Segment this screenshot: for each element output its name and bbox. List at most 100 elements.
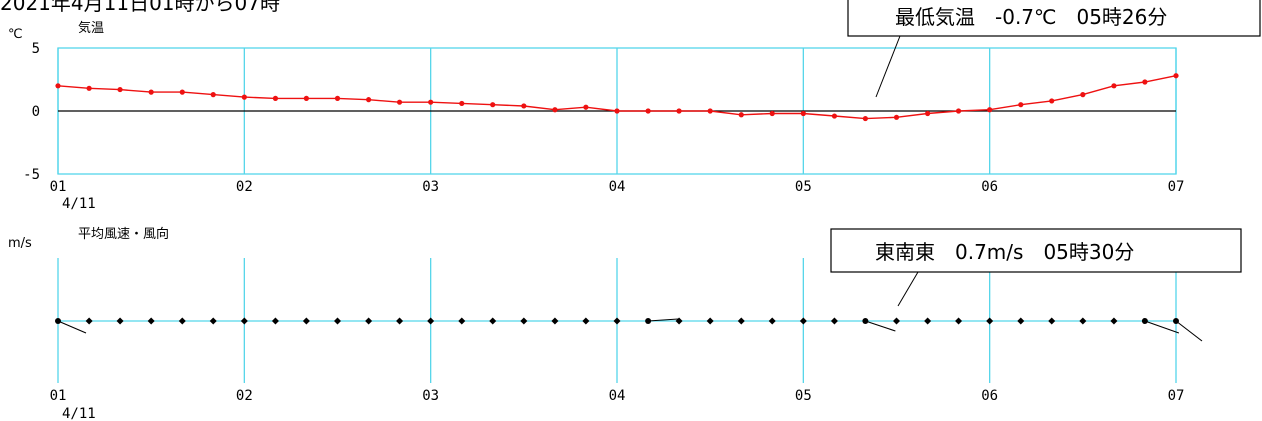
wind-direction-barb <box>57 320 87 334</box>
temp-x-ticks: 01 02 03 04 05 06 07 <box>50 179 1185 195</box>
temp-x-tick-label: 05 <box>795 179 812 195</box>
temp-point <box>428 99 434 105</box>
temp-point <box>1173 73 1179 79</box>
wind-point-calm <box>830 317 838 325</box>
temp-point <box>179 89 185 95</box>
temp-point <box>459 100 465 107</box>
temp-point <box>769 110 775 117</box>
wind-series <box>55 317 1203 342</box>
wind-point-calm <box>427 317 435 325</box>
wind-point-calm <box>1048 317 1056 325</box>
temp-point <box>1142 79 1148 85</box>
temp-point <box>552 107 558 113</box>
temp-y-tick-label: -5 <box>23 167 40 183</box>
wind-point-calm <box>986 317 994 325</box>
temp-min-callout-text: 最低気温 -0.7℃ 05時26分 <box>895 5 1167 29</box>
temp-chart-title: 気温 <box>78 20 104 36</box>
wind-point-calm <box>458 317 466 325</box>
temp-point <box>987 107 993 113</box>
temp-point <box>676 108 682 114</box>
temp-point <box>55 83 61 89</box>
wind-point-calm <box>1079 317 1087 325</box>
wind-x-tick-label: 01 <box>50 388 67 404</box>
wind-point-calm <box>240 317 248 325</box>
temp-x-tick-label: 03 <box>422 179 439 195</box>
wind-point-calm <box>893 317 900 325</box>
temp-point <box>521 103 527 109</box>
temp-x-tick-label: 01 <box>50 179 67 195</box>
temp-x-sublabel: 4/11 <box>62 196 96 212</box>
wind-point-calm <box>396 317 404 325</box>
wind-point-calm <box>675 317 683 325</box>
wind-x-tick-label: 02 <box>236 388 253 404</box>
temp-point <box>490 102 496 108</box>
wind-point-calm <box>924 317 932 325</box>
chart-header-title: 2021年4月11日01時から07時 <box>0 0 280 15</box>
wind-x-tick-label: 07 <box>1168 388 1185 404</box>
wind-point-calm <box>582 317 590 325</box>
temp-point <box>396 99 403 105</box>
wind-x-tick-label: 04 <box>609 388 626 404</box>
wind-point-calm <box>178 317 186 325</box>
wind-point-calm <box>489 317 497 325</box>
temp-point <box>955 108 962 114</box>
temp-point <box>148 89 154 95</box>
temp-point <box>1018 102 1024 108</box>
wind-point-calm <box>955 317 963 325</box>
wind-callout-pointer <box>897 271 919 307</box>
wind-callout-text: 東南東 0.7m/s 05時30分 <box>875 240 1134 264</box>
temp-y-tick-label: 5 <box>32 41 40 57</box>
temp-point <box>800 110 806 117</box>
temp-point <box>303 95 309 101</box>
temp-point <box>1111 83 1117 89</box>
wind-x-tick-label: 05 <box>795 388 812 404</box>
temp-point <box>738 112 744 118</box>
wind-point-calm <box>799 317 807 325</box>
wind-point-calm <box>706 317 714 325</box>
wind-chart-title: 平均風速・風向 <box>78 226 169 242</box>
wind-point-calm <box>334 317 341 325</box>
wind-point-calm <box>551 317 559 325</box>
wind-x-sublabel: 4/11 <box>62 406 96 421</box>
temp-y-ticks: 5 0 -5 <box>23 41 40 183</box>
temp-point <box>614 108 620 114</box>
wind-callout-box <box>830 228 1242 273</box>
wind-unit-label: m/s <box>8 236 32 251</box>
temp-point <box>86 85 92 91</box>
temp-point <box>831 113 838 119</box>
temp-point <box>366 97 372 103</box>
temp-x-tick-label: 06 <box>981 179 998 195</box>
temp-point <box>1080 92 1086 98</box>
wind-point-calm <box>365 317 373 325</box>
wind-point-calm <box>1017 317 1025 325</box>
temp-x-tick-label: 02 <box>236 179 253 195</box>
temp-min-callout: 最低気温 -0.7℃ 05時26分 <box>847 0 1261 98</box>
wind-direction-barb <box>1144 320 1180 334</box>
temp-point <box>117 86 123 93</box>
temp-point <box>334 95 341 101</box>
wind-direction-barb <box>1175 320 1203 342</box>
temp-unit-label: ℃ <box>8 27 23 42</box>
wind-direction-barb <box>865 320 896 332</box>
temp-point <box>707 108 713 114</box>
temp-point <box>893 114 900 120</box>
temp-point <box>210 92 216 98</box>
temp-min-callout-pointer <box>875 35 901 98</box>
temp-min-callout-box <box>847 0 1261 37</box>
wind-point-calm <box>613 317 621 325</box>
temp-point <box>272 95 279 101</box>
wind-point-calm <box>768 317 776 325</box>
wind-callout: 東南東 0.7m/s 05時30分 <box>830 228 1242 307</box>
temp-y-tick-label: 0 <box>32 104 40 120</box>
temp-point <box>862 115 868 122</box>
temp-series <box>55 73 1179 122</box>
temp-point <box>583 104 589 110</box>
wind-direction-barb <box>648 318 679 322</box>
temp-point <box>1049 98 1055 104</box>
temp-point <box>925 110 931 117</box>
wind-x-ticks: 01 02 03 04 05 06 07 <box>50 388 1185 404</box>
wind-point-calm <box>1110 317 1118 325</box>
wind-x-tick-label: 03 <box>422 388 439 404</box>
wind-point-calm <box>737 317 745 325</box>
